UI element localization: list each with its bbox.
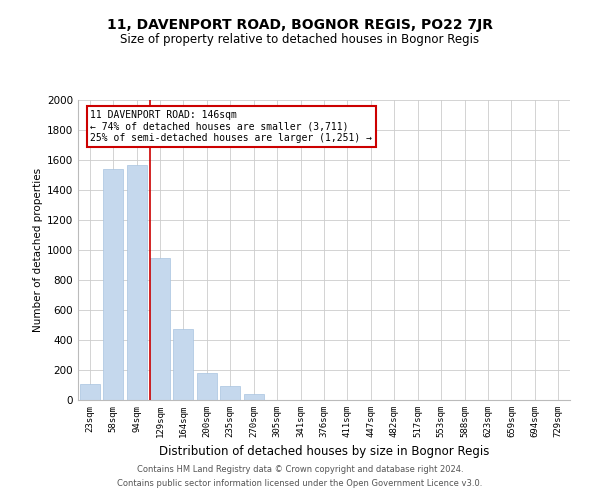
Bar	[103, 169, 123, 400]
Bar	[127, 164, 146, 400]
Bar	[80, 384, 100, 400]
Bar	[244, 394, 263, 400]
Bar	[173, 329, 193, 400]
Text: 11 DAVENPORT ROAD: 146sqm
← 74% of detached houses are smaller (3,711)
25% of se: 11 DAVENPORT ROAD: 146sqm ← 74% of detac…	[91, 110, 373, 143]
Bar	[150, 258, 170, 400]
Text: Contains HM Land Registry data © Crown copyright and database right 2024.
Contai: Contains HM Land Registry data © Crown c…	[118, 466, 482, 487]
Bar	[220, 386, 240, 400]
X-axis label: Distribution of detached houses by size in Bognor Regis: Distribution of detached houses by size …	[159, 446, 489, 458]
Text: Size of property relative to detached houses in Bognor Regis: Size of property relative to detached ho…	[121, 32, 479, 46]
Text: 11, DAVENPORT ROAD, BOGNOR REGIS, PO22 7JR: 11, DAVENPORT ROAD, BOGNOR REGIS, PO22 7…	[107, 18, 493, 32]
Y-axis label: Number of detached properties: Number of detached properties	[33, 168, 43, 332]
Bar	[197, 373, 217, 400]
